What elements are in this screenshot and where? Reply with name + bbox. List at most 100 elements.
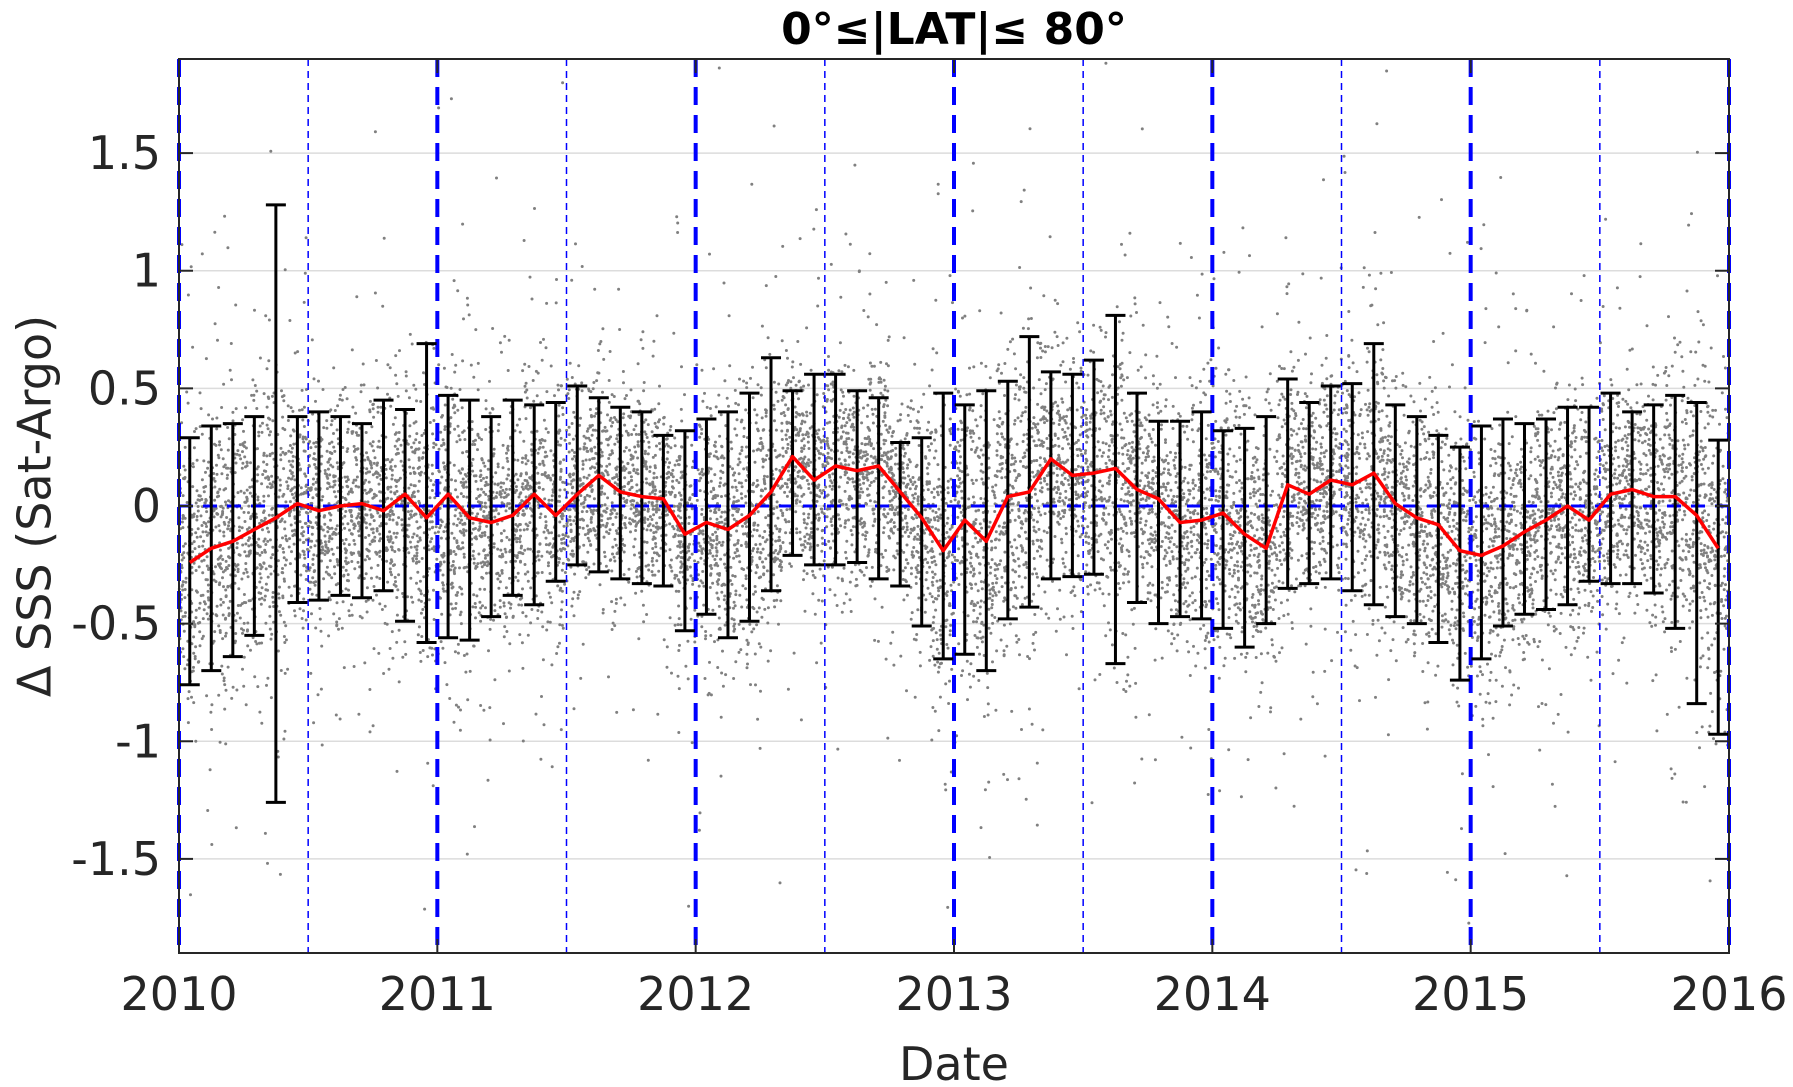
scatter-point bbox=[263, 537, 267, 541]
scatter-point bbox=[688, 565, 692, 569]
scatter-point bbox=[582, 505, 586, 509]
scatter-point bbox=[508, 550, 512, 554]
scatter-point bbox=[731, 467, 734, 471]
scatter-point bbox=[719, 515, 723, 519]
scatter-point bbox=[218, 740, 222, 744]
scatter-point bbox=[635, 523, 638, 526]
scatter-point bbox=[800, 422, 804, 426]
scatter-point bbox=[255, 479, 259, 483]
scatter-point bbox=[365, 513, 369, 517]
scatter-point bbox=[258, 356, 262, 360]
scatter-point bbox=[298, 607, 302, 611]
scatter-point bbox=[561, 547, 565, 550]
scatter-point bbox=[525, 527, 529, 531]
scatter-point bbox=[505, 451, 508, 455]
scatter-point bbox=[367, 480, 371, 484]
scatter-point bbox=[182, 655, 186, 659]
scatter-point bbox=[375, 575, 379, 579]
scatter-point bbox=[279, 543, 282, 547]
scatter-point bbox=[467, 313, 471, 317]
scatter-point bbox=[650, 559, 654, 563]
scatter-point bbox=[680, 445, 684, 449]
scatter-point bbox=[544, 450, 547, 454]
scatter-point bbox=[293, 485, 297, 489]
scatter-point bbox=[710, 567, 714, 570]
scatter-point bbox=[213, 230, 217, 234]
scatter-point bbox=[537, 550, 541, 554]
scatter-point bbox=[648, 465, 652, 469]
scatter-point bbox=[507, 467, 511, 471]
scatter-point bbox=[751, 365, 754, 369]
scatter-point bbox=[221, 613, 225, 617]
scatter-point bbox=[206, 583, 210, 587]
scatter-point bbox=[521, 666, 525, 670]
scatter-point bbox=[258, 597, 261, 601]
scatter-point bbox=[761, 547, 765, 551]
scatter-point bbox=[653, 464, 657, 468]
scatter-point bbox=[320, 545, 324, 549]
scatter-point bbox=[454, 488, 458, 492]
scatter-point bbox=[732, 677, 736, 680]
scatter-point bbox=[372, 519, 376, 523]
scatter-point bbox=[333, 474, 337, 478]
scatter-point bbox=[259, 602, 263, 606]
scatter-point bbox=[472, 561, 476, 565]
scatter-point bbox=[624, 516, 627, 520]
scatter-point bbox=[605, 530, 609, 534]
scatter-point bbox=[717, 541, 721, 544]
scatter-point bbox=[227, 546, 231, 550]
scatter-point bbox=[708, 452, 712, 456]
scatter-point bbox=[764, 516, 768, 520]
scatter-point bbox=[764, 284, 768, 288]
scatter-point bbox=[472, 527, 475, 531]
scatter-point bbox=[613, 442, 617, 446]
scatter-point bbox=[260, 641, 264, 645]
scatter-point bbox=[709, 509, 713, 513]
scatter-point bbox=[697, 584, 701, 588]
scatter-point bbox=[497, 423, 501, 426]
scatter-point bbox=[223, 568, 227, 572]
scatter-point bbox=[483, 587, 487, 591]
scatter-point bbox=[721, 540, 725, 544]
scatter-point bbox=[737, 457, 741, 461]
scatter-point bbox=[677, 687, 681, 691]
scatter-point bbox=[268, 564, 271, 568]
scatter-point bbox=[464, 670, 468, 674]
scatter-point bbox=[308, 566, 312, 570]
scatter-point bbox=[378, 532, 382, 536]
scatter-point bbox=[654, 542, 658, 545]
scatter-point bbox=[700, 551, 704, 555]
scatter-point bbox=[338, 393, 342, 397]
scatter-point bbox=[389, 490, 393, 494]
scatter-point bbox=[378, 473, 382, 477]
scatter-point bbox=[701, 473, 705, 477]
scatter-point bbox=[485, 564, 489, 568]
scatter-point bbox=[479, 479, 483, 482]
scatter-point bbox=[645, 436, 649, 439]
scatter-point bbox=[522, 239, 526, 242]
scatter-point bbox=[764, 458, 767, 462]
scatter-point bbox=[412, 441, 416, 445]
scatter-point bbox=[737, 403, 740, 407]
scatter-point bbox=[756, 427, 760, 431]
scatter-point bbox=[190, 571, 194, 575]
scatter-point bbox=[550, 601, 554, 605]
scatter-point bbox=[393, 464, 397, 468]
scatter-point bbox=[431, 472, 434, 476]
scatter-point bbox=[421, 649, 425, 652]
scatter-point bbox=[462, 555, 466, 559]
scatter-point bbox=[548, 620, 552, 624]
scatter-point bbox=[267, 318, 271, 322]
scatter-point bbox=[504, 616, 508, 619]
scatter-point bbox=[499, 531, 503, 535]
scatter-point bbox=[284, 624, 288, 628]
scatter-point bbox=[715, 542, 719, 546]
scatter-point bbox=[263, 831, 267, 835]
scatter-point bbox=[463, 566, 467, 569]
scatter-point bbox=[372, 647, 376, 651]
scatter-point bbox=[699, 476, 703, 480]
scatter-point bbox=[343, 547, 347, 551]
scatter-point bbox=[465, 652, 469, 656]
scatter-point bbox=[585, 429, 589, 433]
scatter-point bbox=[763, 607, 767, 611]
